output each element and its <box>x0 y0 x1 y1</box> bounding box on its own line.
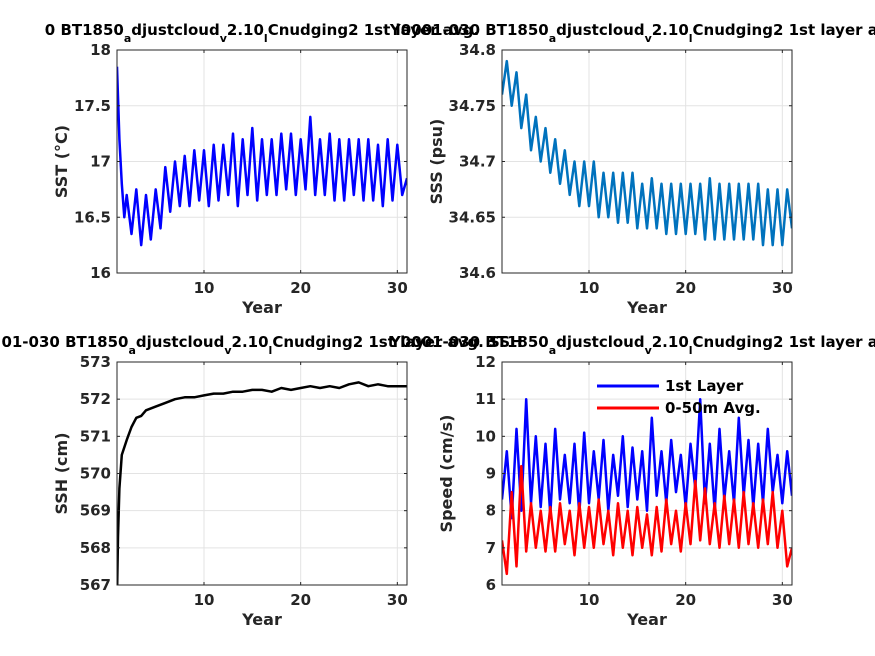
y-tick-label: 6 <box>486 576 496 594</box>
x-tick-label: 30 <box>387 591 408 609</box>
y-tick-label: 11 <box>475 390 496 408</box>
chart-speed: 10 20 30 6 7 8 9 10 11 12 Year Speed (cm/s) Y0001-03… <box>389 333 875 629</box>
x-axis-label: Year <box>626 298 667 317</box>
chart-ssh: 10 20 30 567 568 569 570 571 572 573 Year SSH (cm) 0… <box>1 333 522 629</box>
y-axis-label: SSS (psu) <box>427 119 446 205</box>
series-line-0 <box>502 59 792 247</box>
y-tick-label: 34.7 <box>459 153 496 171</box>
chart-title: 0 BT1850adjustcloudv2.10lCnudging2 1st l… <box>45 21 479 45</box>
chart-title: Y0001-030 BT1850adjustcloudv2.10lCnudgin… <box>389 21 875 45</box>
x-tick-label: 10 <box>194 279 215 297</box>
y-tick-label: 16.5 <box>74 208 111 226</box>
y-tick-label: 17 <box>90 153 111 171</box>
series-line-1 <box>502 464 792 576</box>
legend-label: 1st Layer <box>665 377 744 395</box>
y-tick-label: 570 <box>80 465 111 483</box>
x-tick-label: 20 <box>290 279 311 297</box>
y-tick-label: 8 <box>486 502 496 520</box>
y-tick-label: 34.75 <box>449 97 496 115</box>
y-tick-label: 12 <box>475 353 496 371</box>
y-tick-label: 16 <box>90 264 111 282</box>
y-tick-label: 34.65 <box>449 208 496 226</box>
y-axis-label: Speed (cm/s) <box>437 415 456 533</box>
y-axis-label: SST (°C) <box>52 125 71 198</box>
y-tick-label: 573 <box>80 353 111 371</box>
legend: 1st Layer 0-50m Avg. <box>597 377 761 417</box>
y-tick-label: 18 <box>90 41 111 59</box>
x-tick-label: 30 <box>772 279 793 297</box>
x-tick-label: 20 <box>675 279 696 297</box>
x-tick-label: 20 <box>675 591 696 609</box>
x-axis-label: Year <box>626 610 667 629</box>
chart-title: Y0001-030 BT1850adjustcloudv2.10lCnudgin… <box>389 333 875 357</box>
y-tick-label: 571 <box>80 427 111 445</box>
y-tick-label: 17.5 <box>74 97 111 115</box>
y-tick-label: 568 <box>80 539 111 557</box>
y-tick-label: 10 <box>475 427 496 445</box>
x-tick-label: 30 <box>772 591 793 609</box>
y-tick-label: 7 <box>486 539 496 557</box>
x-tick-label: 10 <box>579 279 600 297</box>
series-line-0 <box>117 381 407 585</box>
chart-title: 01-030 BT1850adjustcloudv2.10lCnudging2 … <box>1 333 522 357</box>
legend-label: 0-50m Avg. <box>665 399 761 417</box>
y-tick-label: 9 <box>486 465 496 483</box>
y-tick-label: 34.8 <box>459 41 496 59</box>
y-tick-label: 572 <box>80 390 111 408</box>
x-axis-label: Year <box>241 298 282 317</box>
y-tick-label: 34.6 <box>459 264 496 282</box>
x-tick-label: 10 <box>194 591 215 609</box>
x-tick-label: 30 <box>387 279 408 297</box>
series-line-0 <box>117 66 407 247</box>
x-tick-label: 20 <box>290 591 311 609</box>
y-tick-label: 567 <box>80 576 111 594</box>
x-axis-label: Year <box>241 610 282 629</box>
chart-sst: 10 20 30 16 16.5 17 17.5 18 Year SST (°C) 0 BT1850… <box>45 21 479 317</box>
x-tick-label: 10 <box>579 591 600 609</box>
chart-sss: 10 20 30 34.6 34.65 34.7 34.75 34.8 Year SSS (psu… <box>389 21 875 317</box>
y-tick-label: 569 <box>80 502 111 520</box>
y-axis-label: SSH (cm) <box>52 432 71 514</box>
